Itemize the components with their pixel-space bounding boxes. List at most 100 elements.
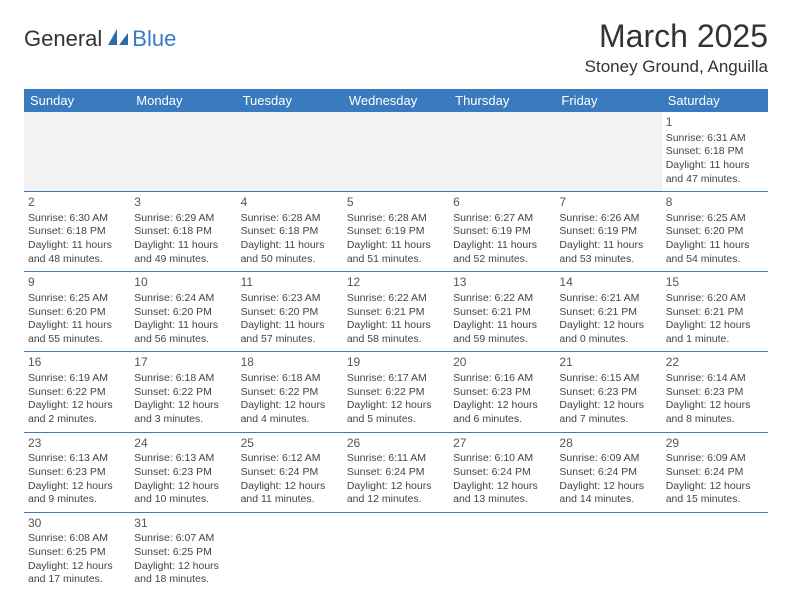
calendar-cell: 5Sunrise: 6:28 AMSunset: 6:19 PMDaylight… — [343, 192, 449, 272]
sunset-line: Sunset: 6:19 PM — [559, 225, 657, 239]
day-number: 24 — [134, 436, 232, 452]
sunrise-line: Sunrise: 6:22 AM — [453, 292, 551, 306]
calendar-cell: 29Sunrise: 6:09 AMSunset: 6:24 PMDayligh… — [662, 432, 768, 512]
logo: General Blue — [24, 26, 176, 52]
calendar-row: 30Sunrise: 6:08 AMSunset: 6:25 PMDayligh… — [24, 512, 768, 592]
sunrise-line: Sunrise: 6:23 AM — [241, 292, 339, 306]
calendar-cell-empty — [237, 512, 343, 592]
calendar-cell: 28Sunrise: 6:09 AMSunset: 6:24 PMDayligh… — [555, 432, 661, 512]
sunset-line: Sunset: 6:24 PM — [453, 466, 551, 480]
sunset-line: Sunset: 6:22 PM — [134, 386, 232, 400]
daylight-line: Daylight: 11 hours and 55 minutes. — [28, 319, 126, 346]
calendar-row: 9Sunrise: 6:25 AMSunset: 6:20 PMDaylight… — [24, 272, 768, 352]
calendar-row: 1Sunrise: 6:31 AMSunset: 6:18 PMDaylight… — [24, 112, 768, 192]
daylight-line: Daylight: 11 hours and 54 minutes. — [666, 239, 764, 266]
sunrise-line: Sunrise: 6:26 AM — [559, 212, 657, 226]
day-number: 19 — [347, 355, 445, 371]
sunrise-line: Sunrise: 6:19 AM — [28, 372, 126, 386]
weekday-header: Monday — [130, 89, 236, 112]
calendar-cell: 19Sunrise: 6:17 AMSunset: 6:22 PMDayligh… — [343, 352, 449, 432]
sunrise-line: Sunrise: 6:25 AM — [28, 292, 126, 306]
daylight-line: Daylight: 12 hours and 5 minutes. — [347, 399, 445, 426]
weekday-header: Tuesday — [237, 89, 343, 112]
sunrise-line: Sunrise: 6:12 AM — [241, 452, 339, 466]
sunrise-line: Sunrise: 6:20 AM — [666, 292, 764, 306]
daylight-line: Daylight: 11 hours and 50 minutes. — [241, 239, 339, 266]
logo-sail-icon — [106, 27, 130, 52]
calendar-cell: 23Sunrise: 6:13 AMSunset: 6:23 PMDayligh… — [24, 432, 130, 512]
calendar-cell-empty — [343, 112, 449, 192]
sunset-line: Sunset: 6:18 PM — [241, 225, 339, 239]
sunset-line: Sunset: 6:20 PM — [666, 225, 764, 239]
calendar-cell: 25Sunrise: 6:12 AMSunset: 6:24 PMDayligh… — [237, 432, 343, 512]
day-number: 20 — [453, 355, 551, 371]
calendar-cell-empty — [343, 512, 449, 592]
sunrise-line: Sunrise: 6:21 AM — [559, 292, 657, 306]
day-number: 2 — [28, 195, 126, 211]
daylight-line: Daylight: 12 hours and 12 minutes. — [347, 480, 445, 507]
daylight-line: Daylight: 12 hours and 8 minutes. — [666, 399, 764, 426]
sunset-line: Sunset: 6:23 PM — [134, 466, 232, 480]
day-number: 22 — [666, 355, 764, 371]
sunset-line: Sunset: 6:21 PM — [453, 306, 551, 320]
calendar-cell: 20Sunrise: 6:16 AMSunset: 6:23 PMDayligh… — [449, 352, 555, 432]
sunrise-line: Sunrise: 6:13 AM — [134, 452, 232, 466]
day-number: 29 — [666, 436, 764, 452]
sunrise-line: Sunrise: 6:28 AM — [347, 212, 445, 226]
sunrise-line: Sunrise: 6:09 AM — [666, 452, 764, 466]
calendar-header-row: SundayMondayTuesdayWednesdayThursdayFrid… — [24, 89, 768, 112]
day-number: 17 — [134, 355, 232, 371]
daylight-line: Daylight: 12 hours and 9 minutes. — [28, 480, 126, 507]
day-number: 15 — [666, 275, 764, 291]
sunset-line: Sunset: 6:23 PM — [559, 386, 657, 400]
sunset-line: Sunset: 6:21 PM — [347, 306, 445, 320]
sunrise-line: Sunrise: 6:08 AM — [28, 532, 126, 546]
day-number: 27 — [453, 436, 551, 452]
daylight-line: Daylight: 12 hours and 10 minutes. — [134, 480, 232, 507]
sunset-line: Sunset: 6:24 PM — [347, 466, 445, 480]
logo-text-general: General — [24, 26, 102, 52]
daylight-line: Daylight: 12 hours and 6 minutes. — [453, 399, 551, 426]
sunset-line: Sunset: 6:18 PM — [134, 225, 232, 239]
sunset-line: Sunset: 6:24 PM — [666, 466, 764, 480]
daylight-line: Daylight: 12 hours and 17 minutes. — [28, 560, 126, 587]
sunrise-line: Sunrise: 6:22 AM — [347, 292, 445, 306]
day-number: 23 — [28, 436, 126, 452]
sunrise-line: Sunrise: 6:27 AM — [453, 212, 551, 226]
daylight-line: Daylight: 11 hours and 49 minutes. — [134, 239, 232, 266]
sunrise-line: Sunrise: 6:13 AM — [28, 452, 126, 466]
sunset-line: Sunset: 6:22 PM — [347, 386, 445, 400]
daylight-line: Daylight: 11 hours and 53 minutes. — [559, 239, 657, 266]
sunrise-line: Sunrise: 6:17 AM — [347, 372, 445, 386]
calendar-cell-empty — [555, 512, 661, 592]
sunset-line: Sunset: 6:23 PM — [666, 386, 764, 400]
title-block: March 2025 Stoney Ground, Anguilla — [585, 18, 768, 77]
calendar-cell-empty — [237, 112, 343, 192]
sunset-line: Sunset: 6:20 PM — [134, 306, 232, 320]
sunset-line: Sunset: 6:23 PM — [453, 386, 551, 400]
day-number: 26 — [347, 436, 445, 452]
sunset-line: Sunset: 6:23 PM — [28, 466, 126, 480]
sunset-line: Sunset: 6:22 PM — [28, 386, 126, 400]
sunset-line: Sunset: 6:20 PM — [28, 306, 126, 320]
sunset-line: Sunset: 6:22 PM — [241, 386, 339, 400]
calendar-cell: 14Sunrise: 6:21 AMSunset: 6:21 PMDayligh… — [555, 272, 661, 352]
daylight-line: Daylight: 12 hours and 1 minute. — [666, 319, 764, 346]
sunrise-line: Sunrise: 6:28 AM — [241, 212, 339, 226]
sunrise-line: Sunrise: 6:15 AM — [559, 372, 657, 386]
daylight-line: Daylight: 11 hours and 47 minutes. — [666, 159, 764, 186]
weekday-header: Wednesday — [343, 89, 449, 112]
day-number: 18 — [241, 355, 339, 371]
sunrise-line: Sunrise: 6:25 AM — [666, 212, 764, 226]
daylight-line: Daylight: 12 hours and 3 minutes. — [134, 399, 232, 426]
day-number: 1 — [666, 115, 764, 131]
calendar-cell: 8Sunrise: 6:25 AMSunset: 6:20 PMDaylight… — [662, 192, 768, 272]
daylight-line: Daylight: 11 hours and 57 minutes. — [241, 319, 339, 346]
sunset-line: Sunset: 6:20 PM — [241, 306, 339, 320]
calendar-cell: 31Sunrise: 6:07 AMSunset: 6:25 PMDayligh… — [130, 512, 236, 592]
daylight-line: Daylight: 12 hours and 18 minutes. — [134, 560, 232, 587]
calendar-cell: 18Sunrise: 6:18 AMSunset: 6:22 PMDayligh… — [237, 352, 343, 432]
weekday-header: Friday — [555, 89, 661, 112]
header: General Blue March 2025 Stoney Ground, A… — [24, 18, 768, 77]
calendar-cell: 22Sunrise: 6:14 AMSunset: 6:23 PMDayligh… — [662, 352, 768, 432]
